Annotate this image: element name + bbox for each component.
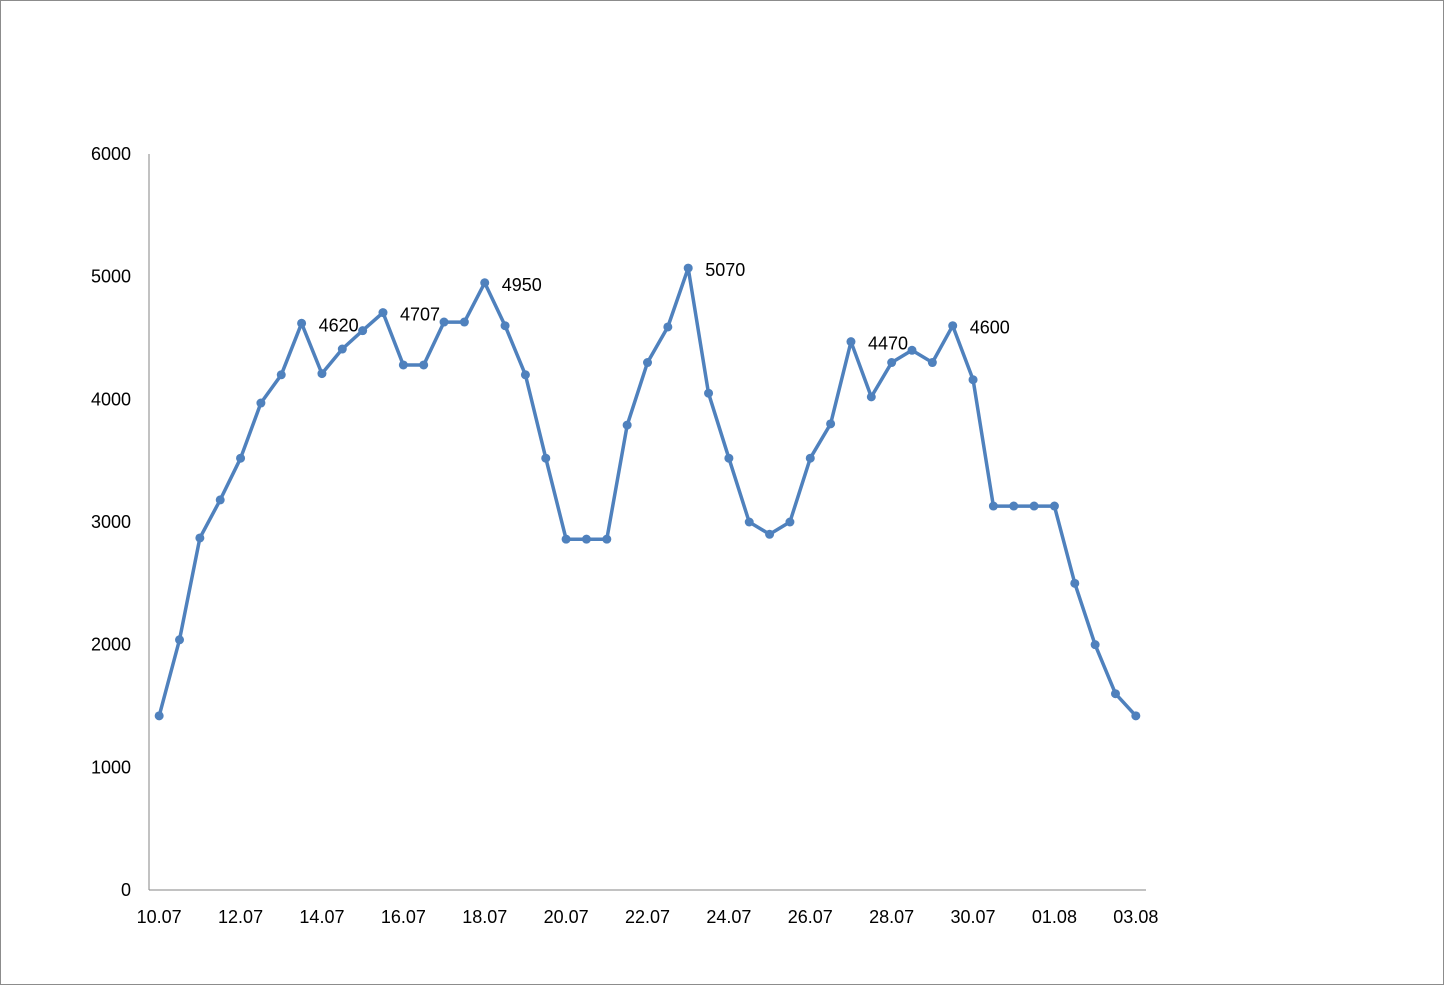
- x-tick-label: 14.07: [299, 907, 344, 927]
- x-tick-label: 20.07: [544, 907, 589, 927]
- data-point: [927, 358, 937, 368]
- x-tick-label: 24.07: [706, 907, 751, 927]
- data-point: [622, 420, 632, 430]
- data-point: [1131, 711, 1141, 721]
- x-tick-label: 26.07: [788, 907, 833, 927]
- y-tick-label: 5000: [91, 267, 131, 287]
- point-layer: [154, 263, 1141, 721]
- data-point: [419, 360, 429, 370]
- data-point: [1049, 501, 1059, 511]
- data-point: [154, 711, 164, 721]
- data-point: [175, 635, 185, 645]
- data-point: [541, 453, 551, 463]
- x-tick-label: 28.07: [869, 907, 914, 927]
- data-point: [724, 453, 734, 463]
- x-tick-label: 10.07: [137, 907, 182, 927]
- x-tick-label: 18.07: [462, 907, 507, 927]
- data-point: [602, 534, 612, 544]
- data-point: [439, 317, 449, 327]
- data-point: [887, 358, 897, 368]
- data-point: [988, 501, 998, 511]
- data-point: [358, 326, 368, 336]
- data-point: [683, 263, 693, 273]
- data-label: 4600: [970, 318, 1010, 338]
- data-point: [337, 344, 347, 354]
- data-point: [907, 345, 917, 355]
- data-point: [256, 398, 266, 408]
- data-point: [1070, 578, 1080, 588]
- data-point: [968, 375, 978, 385]
- y-axis-ticks: 0 1000 2000 3000 4000 5000 6000: [91, 144, 131, 900]
- x-tick-label: 16.07: [381, 907, 426, 927]
- data-point: [195, 533, 205, 543]
- data-point: [398, 360, 408, 370]
- data-label-layer: 4620 4707 4950 5070 4470 4600: [319, 260, 1010, 354]
- y-tick-label: 3000: [91, 512, 131, 532]
- y-tick-label: 4000: [91, 389, 131, 409]
- x-axis-ticks: 10.07 12.07 14.07 16.07 18.07 20.07 22.07 24.07…: [137, 907, 1159, 927]
- data-point: [643, 358, 652, 368]
- data-point: [378, 308, 388, 318]
- data-point: [948, 321, 958, 331]
- data-point: [826, 419, 836, 429]
- data-point: [846, 337, 856, 347]
- data-point: [500, 321, 510, 331]
- data-point: [1009, 501, 1019, 511]
- x-tick-label: 03.08: [1113, 907, 1158, 927]
- data-point: [459, 317, 469, 327]
- x-tick-label: 12.07: [218, 907, 263, 927]
- x-tick-label: 30.07: [951, 907, 996, 927]
- data-point: [1029, 501, 1039, 511]
- data-label: 4620: [319, 315, 359, 335]
- data-point: [297, 318, 307, 328]
- data-label: 4950: [502, 275, 542, 295]
- data-label: 5070: [705, 260, 745, 280]
- data-point: [866, 392, 876, 402]
- data-point: [480, 278, 490, 288]
- data-point: [805, 453, 815, 463]
- data-point: [276, 370, 286, 380]
- data-point: [663, 322, 673, 332]
- data-point: [215, 495, 225, 505]
- data-point: [1110, 689, 1120, 699]
- y-tick-label: 0: [121, 880, 131, 900]
- x-tick-label: 01.08: [1032, 907, 1077, 927]
- data-point: [581, 534, 591, 544]
- data-point: [520, 370, 530, 380]
- data-point: [317, 369, 327, 379]
- data-point: [1090, 640, 1100, 650]
- y-tick-label: 2000: [91, 635, 131, 655]
- y-tick-label: 6000: [91, 144, 131, 164]
- y-tick-label: 1000: [91, 757, 131, 777]
- data-point: [744, 517, 754, 527]
- data-point: [704, 388, 714, 398]
- data-label: 4707: [400, 305, 440, 325]
- x-tick-label: 22.07: [625, 907, 670, 927]
- data-label: 4470: [868, 334, 908, 354]
- data-point: [236, 453, 246, 463]
- data-point: [765, 529, 775, 539]
- data-point: [785, 517, 795, 527]
- data-point: [561, 534, 571, 544]
